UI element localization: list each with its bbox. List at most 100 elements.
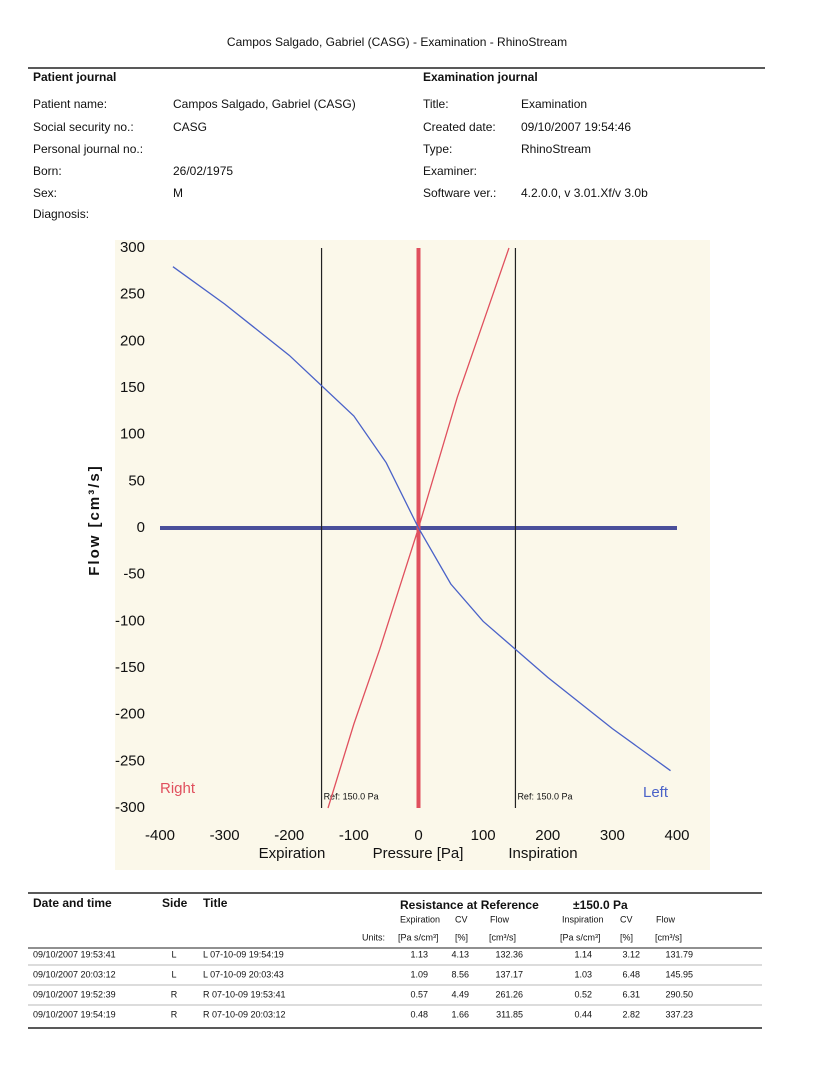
x-axis-label: Pressure [Pa] bbox=[373, 845, 464, 862]
field-label: Software ver.: bbox=[423, 186, 496, 200]
heading: Patient journal bbox=[33, 70, 116, 84]
table-cell: R bbox=[171, 989, 178, 999]
field-label: Diagnosis: bbox=[33, 207, 89, 221]
table-cell: 8.56 bbox=[451, 969, 469, 979]
table-header: ±150.0 Pa bbox=[573, 898, 628, 912]
table-cell: 132.36 bbox=[495, 949, 523, 959]
table-cell: 0.57 bbox=[410, 989, 428, 999]
table-header: Resistance at Reference bbox=[400, 898, 539, 912]
table-cell: L 07-10-09 20:03:43 bbox=[203, 969, 284, 979]
field-label: Title: bbox=[423, 97, 449, 111]
field-label: Created date: bbox=[423, 120, 496, 134]
table-cell: 09/10/2007 19:53:41 bbox=[33, 949, 116, 959]
plot-background bbox=[115, 240, 710, 870]
y-tick-label: -50 bbox=[123, 566, 145, 583]
field-value: 26/02/1975 bbox=[173, 164, 233, 178]
table-cell: 6.31 bbox=[622, 989, 640, 999]
unit: [%] bbox=[620, 932, 633, 942]
field-value: RhinoStream bbox=[521, 142, 591, 156]
field-label: Personal journal no.: bbox=[33, 142, 143, 156]
unit: [Pa s/cm³] bbox=[560, 932, 601, 942]
x-tick-label: 400 bbox=[664, 827, 689, 844]
table-cell: 1.13 bbox=[410, 949, 428, 959]
table-cell: 3.12 bbox=[622, 949, 640, 959]
table-cell: 145.95 bbox=[665, 969, 693, 979]
y-tick-label: 250 bbox=[120, 286, 145, 303]
field-value: 4.2.0.0, v 3.01.Xf/v 3.0b bbox=[521, 186, 648, 200]
field-label: Examiner: bbox=[423, 164, 477, 178]
unit: [Pa s/cm³] bbox=[398, 932, 439, 942]
x-tick-label: -100 bbox=[339, 827, 369, 844]
heading: Examination journal bbox=[423, 70, 538, 84]
x-tick-label: 0 bbox=[414, 827, 422, 844]
table-cell: 0.48 bbox=[410, 1009, 428, 1019]
table-cell: 1.66 bbox=[451, 1009, 469, 1019]
field-value: 09/10/2007 19:54:46 bbox=[521, 120, 631, 134]
field-value: Campos Salgado, Gabriel (CASG) bbox=[173, 97, 356, 111]
table-cell: 1.14 bbox=[574, 949, 592, 959]
table-cell: 09/10/2007 19:52:39 bbox=[33, 989, 116, 999]
x-tick-label: 100 bbox=[471, 827, 496, 844]
y-tick-label: -200 bbox=[115, 706, 145, 723]
table-cell: 311.85 bbox=[496, 1009, 523, 1019]
field-value: M bbox=[173, 186, 183, 200]
x-tick-label: -300 bbox=[210, 827, 240, 844]
field-label: Born: bbox=[33, 164, 62, 178]
reference-label: Ref: 150.0 Pa bbox=[324, 791, 379, 801]
sub-header: Inspiration bbox=[562, 914, 604, 924]
y-tick-label: 0 bbox=[137, 519, 145, 536]
sub-header: CV bbox=[620, 914, 633, 924]
x-axis-label: Expiration bbox=[259, 845, 326, 862]
field-label: Social security no.: bbox=[33, 120, 134, 134]
field-value: CASG bbox=[173, 120, 207, 134]
table-cell: 2.82 bbox=[622, 1009, 640, 1019]
sub-header: Flow bbox=[656, 914, 676, 924]
table-header: Title bbox=[203, 896, 228, 910]
table-cell: 09/10/2007 19:54:19 bbox=[33, 1009, 116, 1019]
y-tick-label: -100 bbox=[115, 612, 145, 629]
table-cell: 261.26 bbox=[495, 989, 523, 999]
table-cell: 1.09 bbox=[410, 969, 428, 979]
table-header: Side bbox=[162, 896, 188, 910]
y-tick-label: 300 bbox=[120, 239, 145, 256]
y-tick-label: -300 bbox=[115, 799, 145, 816]
table-cell: 1.03 bbox=[574, 969, 592, 979]
table-cell: 290.50 bbox=[665, 989, 693, 999]
table-cell: R 07-10-09 19:53:41 bbox=[203, 989, 286, 999]
unit: [%] bbox=[455, 932, 468, 942]
field-value: Examination bbox=[521, 97, 587, 111]
table-cell: 137.17 bbox=[495, 969, 523, 979]
y-axis-label: Flow [cm³/s] bbox=[86, 464, 103, 576]
table-cell: L bbox=[171, 949, 176, 959]
table-cell: 0.44 bbox=[574, 1009, 592, 1019]
y-tick-label: 200 bbox=[120, 332, 145, 349]
sub-header: Expiration bbox=[400, 914, 440, 924]
field-label: Sex: bbox=[33, 186, 57, 200]
x-axis-label: Inspiration bbox=[508, 845, 577, 862]
y-tick-label: 50 bbox=[128, 472, 145, 489]
data-line bbox=[172, 266, 671, 772]
field-label: Type: bbox=[423, 142, 452, 156]
table-cell: 09/10/2007 20:03:12 bbox=[33, 969, 116, 979]
table-cell: 4.13 bbox=[451, 949, 469, 959]
x-tick-label: -400 bbox=[145, 827, 175, 844]
legend-label: Left bbox=[643, 784, 669, 801]
table-cell: 4.49 bbox=[451, 989, 469, 999]
x-tick-label: 200 bbox=[535, 827, 560, 844]
table-cell: L bbox=[171, 969, 176, 979]
legend-label: Right bbox=[160, 780, 196, 797]
x-tick-label: 300 bbox=[600, 827, 625, 844]
table-cell: R bbox=[171, 1009, 178, 1019]
page-title: Campos Salgado, Gabriel (CASG) - Examina… bbox=[227, 35, 567, 49]
y-tick-label: 150 bbox=[120, 379, 145, 396]
unit: [cm³/s] bbox=[489, 932, 516, 942]
reference-label: Ref: 150.0 Pa bbox=[517, 791, 572, 801]
sub-header: CV bbox=[455, 914, 468, 924]
table-cell: 337.23 bbox=[665, 1009, 693, 1019]
sub-header: Flow bbox=[490, 914, 510, 924]
y-tick-label: -250 bbox=[115, 752, 145, 769]
y-tick-label: -150 bbox=[115, 659, 145, 676]
field-label: Patient name: bbox=[33, 97, 107, 111]
table-cell: 0.52 bbox=[574, 989, 592, 999]
